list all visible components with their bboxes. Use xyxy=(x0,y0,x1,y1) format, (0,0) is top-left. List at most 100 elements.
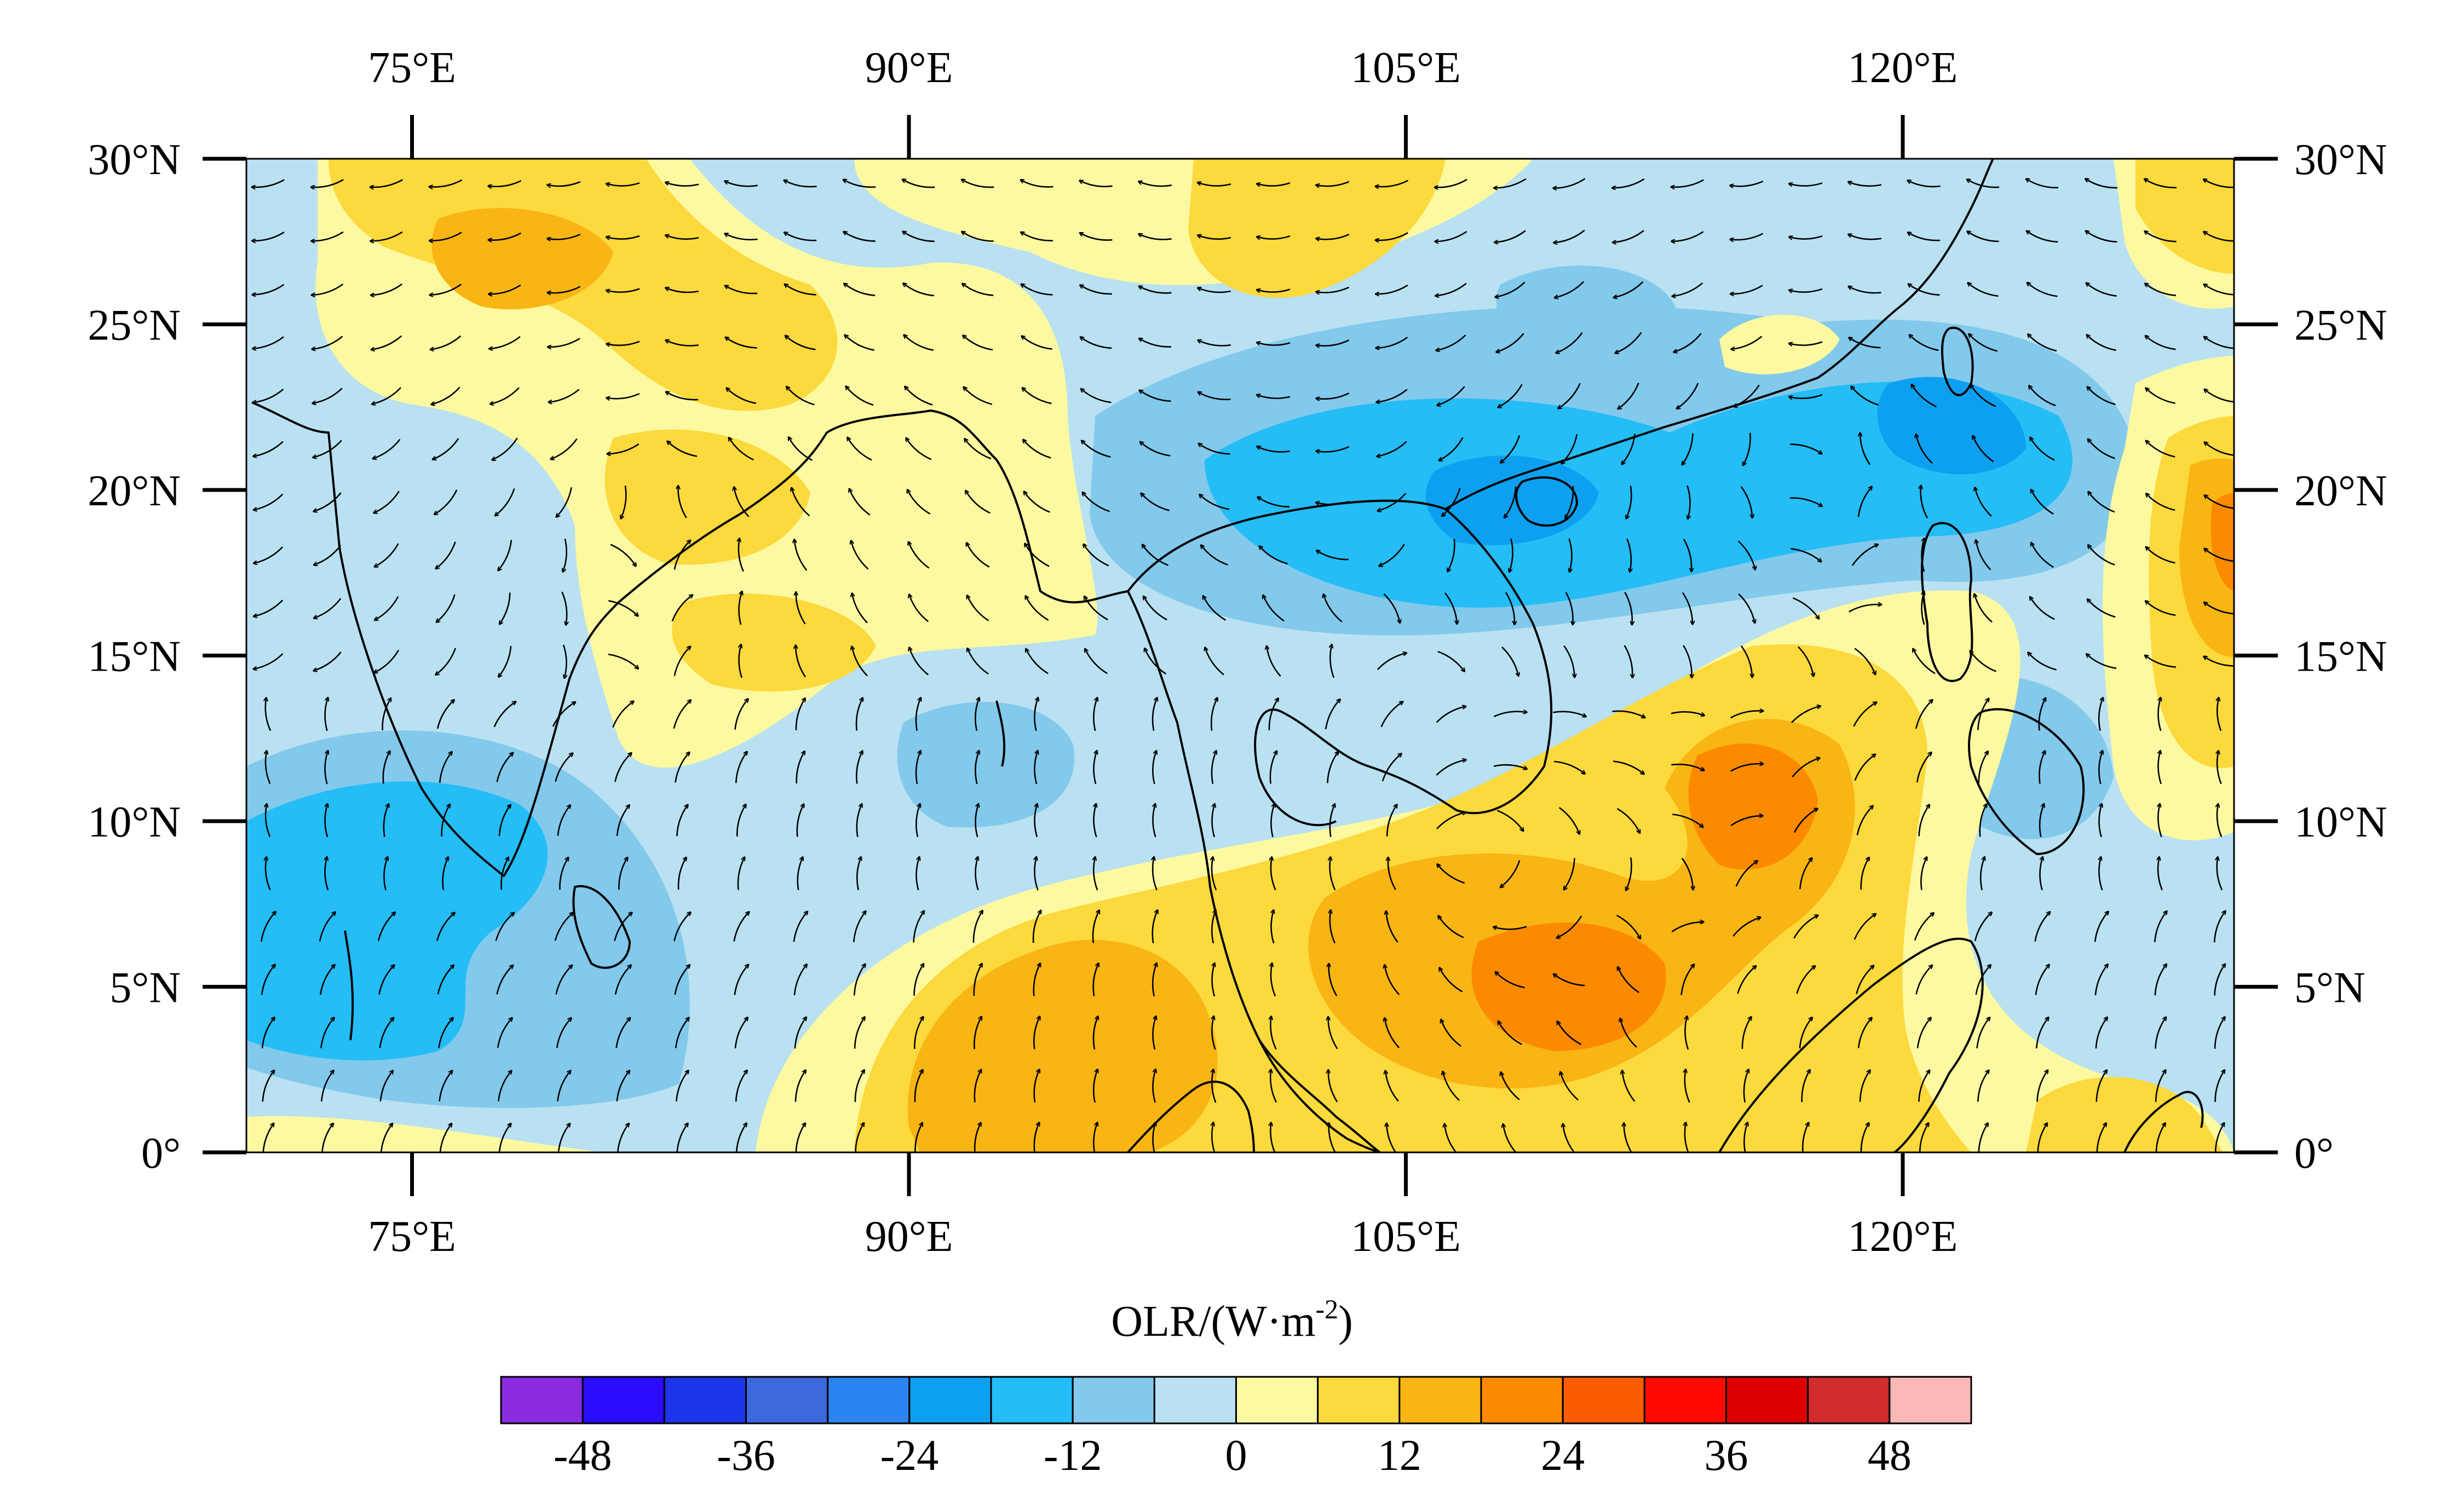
coastline-sulawesi xyxy=(2123,1091,2204,1152)
wind-vector-arrow xyxy=(1022,284,1053,296)
wind-vector-arrow xyxy=(1093,698,1097,731)
wind-vector-arrow xyxy=(2145,284,2177,296)
wind-vector-arrow xyxy=(312,178,344,187)
wind-vector-arrow xyxy=(383,857,387,891)
wind-vector-arrow xyxy=(974,1017,981,1049)
wind-vector-arrow xyxy=(1330,910,1335,944)
wind-vector-arrow xyxy=(559,858,568,890)
wind-vector-arrow xyxy=(2094,965,2108,996)
wind-vector-arrow xyxy=(1860,858,1869,890)
wind-vector-arrow xyxy=(312,336,343,349)
wind-vector-arrow xyxy=(1910,335,1939,351)
wind-vector-arrow xyxy=(1915,966,1932,995)
wind-vector-arrow xyxy=(1857,487,1872,517)
wind-vector-arrow xyxy=(2204,656,2234,667)
wind-vector-arrow xyxy=(1624,592,1632,625)
wind-vector-arrow xyxy=(1034,698,1038,731)
wind-vector-arrow xyxy=(903,180,935,188)
wind-vector-arrow xyxy=(1380,702,1403,728)
lat-label-left: 0° xyxy=(141,1129,181,1178)
wind-vector-arrow xyxy=(1790,443,1821,453)
wind-vector-arrow xyxy=(314,598,342,618)
wind-vector-arrow xyxy=(439,752,452,783)
wind-vector-arrow xyxy=(436,648,457,674)
wind-vector-arrow xyxy=(1501,435,1521,462)
wind-vector-arrow xyxy=(1741,1017,1751,1049)
wind-vector-arrow xyxy=(253,284,285,295)
wind-vector-arrow xyxy=(1493,712,1526,718)
wind-vector-arrow xyxy=(734,965,749,995)
wind-vector-arrow xyxy=(2145,179,2177,189)
wind-vector-arrow xyxy=(2039,751,2045,784)
wind-vector-arrow xyxy=(373,439,401,459)
wind-vector-arrow xyxy=(552,702,575,727)
wind-vector-arrow xyxy=(557,805,570,836)
wind-vector-arrow xyxy=(1093,751,1097,784)
wind-vector-arrow xyxy=(1967,232,1999,243)
wind-vector-arrow xyxy=(319,965,335,995)
wind-vector-arrow xyxy=(1921,486,1928,519)
wind-vector-arrow xyxy=(1496,972,1525,989)
wind-vector-arrow xyxy=(1212,1070,1217,1103)
wind-vector-arrow xyxy=(1140,390,1171,402)
wind-vector-arrow xyxy=(614,753,631,782)
wind-vector-arrow xyxy=(1743,1070,1748,1103)
wind-vector-arrow xyxy=(795,540,808,571)
wind-vector-arrow xyxy=(1092,911,1099,943)
wind-vector-arrow xyxy=(795,699,805,730)
olr-dark-orange-region-3 xyxy=(2210,493,2234,591)
wind-vector-arrow xyxy=(794,1018,806,1049)
wind-vector-arrow xyxy=(1377,337,1408,348)
wind-vector-arrow xyxy=(1025,544,1050,567)
wind-vector-arrow xyxy=(1557,1022,1582,1045)
wind-vector-arrow xyxy=(266,804,271,838)
wind-vector-arrow xyxy=(1569,538,1572,572)
wind-vector-arrow xyxy=(2158,857,2163,891)
wind-vector-arrow xyxy=(1616,332,1642,353)
colorbar-box xyxy=(582,1376,665,1424)
lon-label-top: 105°E xyxy=(1351,44,1461,92)
wind-vector-arrow xyxy=(848,438,872,461)
wind-vector-arrow xyxy=(1270,804,1274,838)
wind-vector-arrow xyxy=(1085,597,1108,621)
lat-label-right: 15°N xyxy=(2294,633,2387,681)
wind-vector-arrow xyxy=(1618,383,1639,409)
wind-vector-arrow xyxy=(1023,388,1052,405)
olr-shading-field xyxy=(246,159,2234,1152)
wind-vector-arrow xyxy=(1501,860,1521,887)
wind-vector-arrow xyxy=(1385,1071,1399,1102)
wind-vector-arrow xyxy=(1438,916,1464,938)
colorbar-box xyxy=(990,1376,1074,1424)
wind-vector-arrow xyxy=(2217,804,2223,838)
wind-vector-arrow xyxy=(2030,597,2055,620)
colorbar-tick-label: 48 xyxy=(1868,1432,1912,1480)
wind-vector-arrow xyxy=(1271,857,1276,891)
lat-label-right: 5°N xyxy=(2294,964,2365,1012)
wind-vector-arrow xyxy=(2146,441,2175,458)
wind-vector-arrow xyxy=(1377,441,1407,456)
wind-vector-arrow xyxy=(2098,751,2102,784)
wind-vector-arrow xyxy=(1198,341,1231,347)
wind-vector-arrow xyxy=(1436,282,1467,296)
wind-vector-arrow xyxy=(2087,335,2116,351)
wind-vector-arrow xyxy=(324,751,327,784)
colorbar-title-main: OLR/(W·m xyxy=(1111,1297,1315,1346)
wind-vector-arrow xyxy=(442,857,448,890)
wind-vector-arrow xyxy=(1554,229,1585,243)
wind-vector-arrow xyxy=(1737,540,1755,569)
lon-label-top: 120°E xyxy=(1848,44,1958,92)
wind-vector-arrow xyxy=(1141,442,1171,457)
wind-vector-arrow xyxy=(252,231,285,241)
wind-vector-arrow xyxy=(673,647,690,676)
wind-vector-arrow xyxy=(1139,182,1172,187)
wind-vector-arrow xyxy=(1912,385,1937,408)
wind-vector-arrow xyxy=(2038,699,2046,731)
wind-vector-arrow xyxy=(2094,912,2108,942)
colorbar-box xyxy=(1562,1376,1645,1424)
wind-vector-arrow xyxy=(734,487,750,517)
wind-vector-arrow xyxy=(1085,649,1108,674)
wind-vector-arrow xyxy=(1386,805,1397,836)
wind-vector-arrow xyxy=(1328,1070,1338,1103)
wind-vector-arrow xyxy=(496,488,515,516)
wind-vector-arrow xyxy=(1913,649,1936,674)
